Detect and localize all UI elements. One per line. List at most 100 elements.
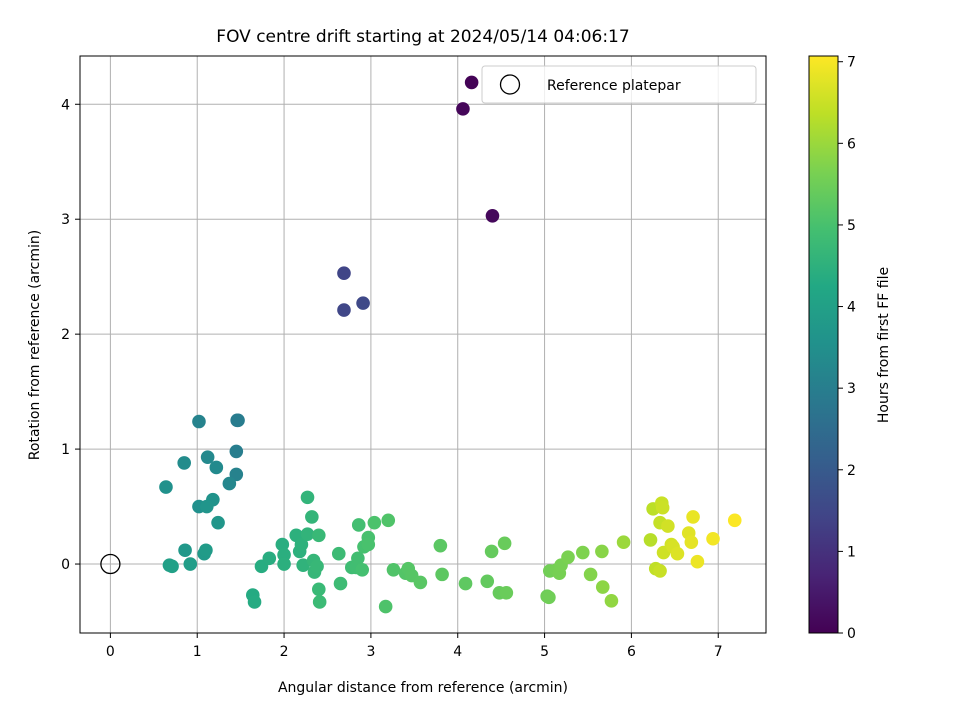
y-tick-label: 3: [61, 212, 70, 228]
data-point: [356, 296, 370, 310]
legend-box: [481, 65, 757, 104]
data-point: [333, 576, 348, 591]
data-point: [497, 536, 512, 551]
data-point: [262, 551, 277, 566]
data-point: [300, 490, 315, 505]
data-point: [595, 544, 609, 559]
data-point: [183, 557, 198, 571]
data-point: [367, 515, 382, 530]
data-point: [211, 515, 225, 530]
data-point: [296, 558, 310, 572]
colorbar-tick-label: 3: [847, 381, 856, 397]
data-point: [361, 537, 376, 552]
x-tick-label: 5: [540, 644, 549, 660]
data-point: [311, 582, 326, 597]
data-point: [355, 562, 370, 577]
data-point: [435, 567, 449, 582]
legend: Reference platepar: [481, 65, 757, 104]
colorbar-tick-label: 5: [847, 218, 856, 234]
x-tick-label: 2: [280, 644, 289, 660]
data-point: [464, 75, 479, 90]
y-tick-label: 1: [61, 442, 70, 458]
x-tick-label: 7: [714, 644, 723, 660]
data-point: [351, 551, 365, 566]
data-point: [484, 544, 499, 559]
colorbar-tick-label: 6: [847, 136, 856, 152]
data-point: [300, 527, 315, 541]
reference-marker-layer: [100, 553, 121, 575]
x-tick-label: 1: [193, 644, 202, 660]
data-point: [670, 546, 685, 561]
colorbar-label: Hours from first FF file: [876, 267, 892, 423]
colorbar-tick-label: 7: [847, 55, 856, 71]
data-point: [229, 444, 244, 459]
data-point: [561, 550, 575, 564]
y-tick-label: 4: [61, 97, 70, 113]
data-point: [294, 537, 309, 552]
data-point: [200, 450, 215, 464]
legend-entry-label: Reference platepar: [547, 78, 681, 94]
data-point: [178, 543, 192, 558]
y-axis-label: Rotation from reference (arcmin): [27, 230, 43, 460]
reference-platepar-marker: [100, 553, 121, 575]
data-point: [575, 545, 590, 560]
plot-frame: [79, 55, 767, 634]
x-tick-label: 3: [366, 644, 375, 660]
data-point: [655, 500, 670, 515]
data-point: [231, 413, 245, 428]
data-point: [222, 476, 237, 491]
colorbar-tick-label: 1: [847, 544, 856, 560]
data-point: [247, 595, 262, 609]
data-point: [331, 546, 346, 561]
data-point: [378, 599, 393, 614]
data-point: [192, 414, 206, 429]
data-point: [305, 510, 319, 524]
data-point: [277, 557, 291, 571]
data-point: [177, 456, 192, 470]
x-axis-ticks: 0 1 2 3 4 5 6 7: [106, 633, 723, 660]
grid-lines: [80, 56, 766, 633]
data-points: [159, 75, 742, 614]
data-point: [311, 528, 326, 543]
colorbar-tick-label: 0: [847, 626, 856, 642]
colorbar-ticks: 0 1 2 3 4 5 6 7: [838, 55, 856, 642]
data-point: [480, 574, 495, 589]
x-tick-label: 4: [453, 644, 462, 660]
x-tick-label: 6: [627, 644, 636, 660]
colorbar-tick-label: 4: [847, 300, 856, 316]
data-point: [351, 518, 366, 532]
data-point: [583, 567, 598, 582]
data-point: [595, 580, 610, 594]
data-point: [199, 543, 213, 558]
data-point: [458, 576, 473, 591]
data-point: [433, 538, 448, 553]
y-axis-ticks: 0 1 2 3 4: [61, 97, 80, 573]
data-point: [275, 537, 290, 552]
x-axis-label: Angular distance from reference (arcmin): [278, 680, 568, 696]
data-point: [616, 535, 631, 549]
data-point: [337, 266, 351, 281]
data-point: [653, 564, 667, 578]
y-tick-label: 2: [61, 327, 70, 343]
data-point: [690, 554, 705, 569]
data-point: [706, 531, 720, 546]
x-tick-label: 0: [106, 644, 115, 660]
data-point: [485, 208, 500, 223]
chart-title: FOV centre drift starting at 2024/05/14 …: [216, 27, 629, 47]
data-point: [159, 480, 173, 494]
data-point: [684, 535, 699, 549]
data-point: [661, 519, 675, 533]
colorbar: [808, 55, 839, 634]
data-point: [310, 559, 324, 574]
data-point: [381, 513, 396, 528]
data-point: [209, 460, 224, 475]
y-tick-label: 0: [61, 557, 70, 573]
data-point: [199, 499, 214, 514]
data-point: [727, 513, 742, 528]
legend-reference-marker-icon: [499, 74, 521, 95]
data-point: [312, 595, 327, 609]
colorbar-tick-label: 2: [847, 463, 856, 479]
data-point: [499, 585, 514, 600]
data-point: [413, 575, 428, 590]
